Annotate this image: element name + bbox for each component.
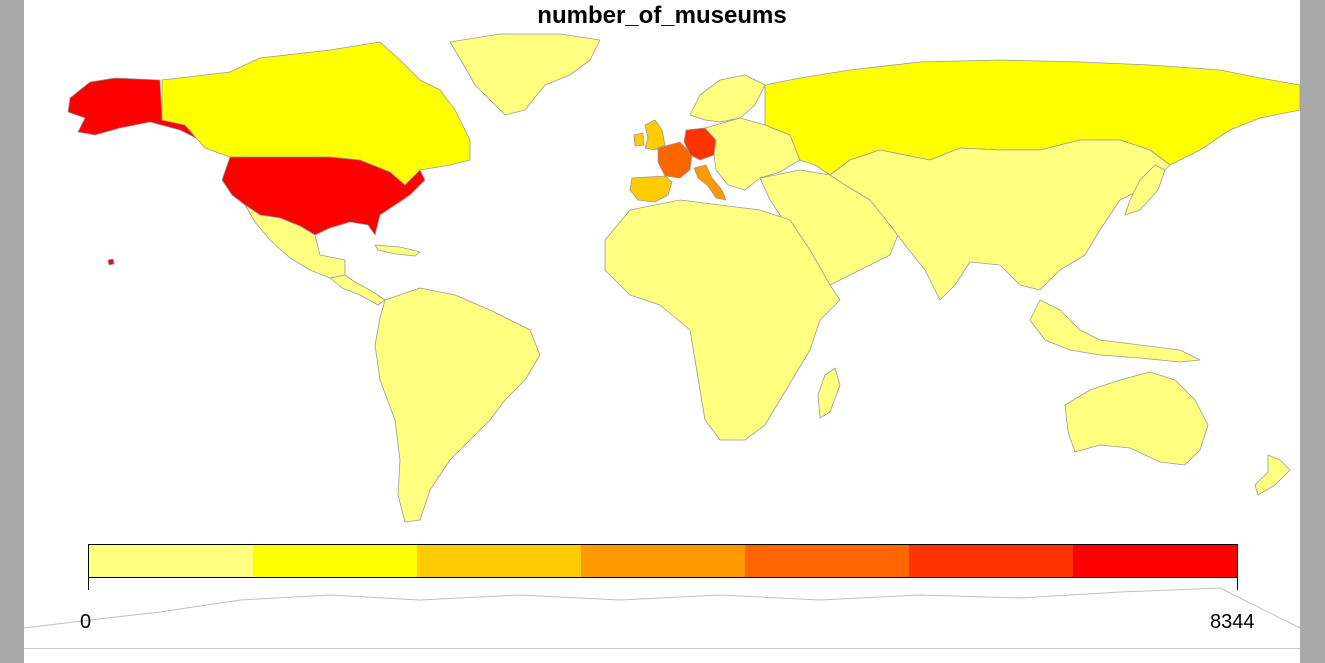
legend-min-label: 0 xyxy=(80,611,92,633)
continent-africa xyxy=(604,199,841,441)
country-alaska xyxy=(67,77,201,141)
legend-tick-min xyxy=(88,578,89,590)
legend-tick-max xyxy=(1237,578,1238,590)
legend-max-label: 8344 xyxy=(1210,611,1255,633)
region-caribbean xyxy=(374,244,421,257)
country-uk xyxy=(644,119,666,151)
bottom-border xyxy=(24,648,1300,663)
legend-swatch-4 xyxy=(581,545,745,577)
country-spain xyxy=(629,175,673,203)
legend-swatch-6 xyxy=(909,545,1073,577)
continent-south-america xyxy=(374,287,541,523)
legend-swatch-7 xyxy=(1073,545,1237,577)
country-australia xyxy=(1064,371,1209,466)
region-asia xyxy=(829,139,1171,301)
region-southeast-asia xyxy=(1029,299,1201,363)
region-central-america xyxy=(329,274,386,306)
map-title: number_of_museums xyxy=(537,2,787,29)
legend-swatch-3 xyxy=(417,545,581,577)
country-mexico xyxy=(244,204,346,279)
antarctica-outline xyxy=(23,587,1301,629)
country-canada xyxy=(161,41,471,186)
country-ireland xyxy=(633,132,645,147)
country-japan xyxy=(1124,164,1166,216)
color-legend xyxy=(88,544,1238,578)
legend-swatch-2 xyxy=(253,545,417,577)
legend-swatch-1 xyxy=(89,545,253,577)
country-italy xyxy=(693,164,727,201)
legend-swatch-5 xyxy=(745,545,909,577)
country-hawaii xyxy=(107,258,115,266)
country-new-zealand xyxy=(1254,454,1291,496)
country-france xyxy=(657,141,693,179)
country-greenland xyxy=(449,33,601,116)
region-scandinavia xyxy=(689,74,766,123)
country-madagascar xyxy=(817,367,841,419)
